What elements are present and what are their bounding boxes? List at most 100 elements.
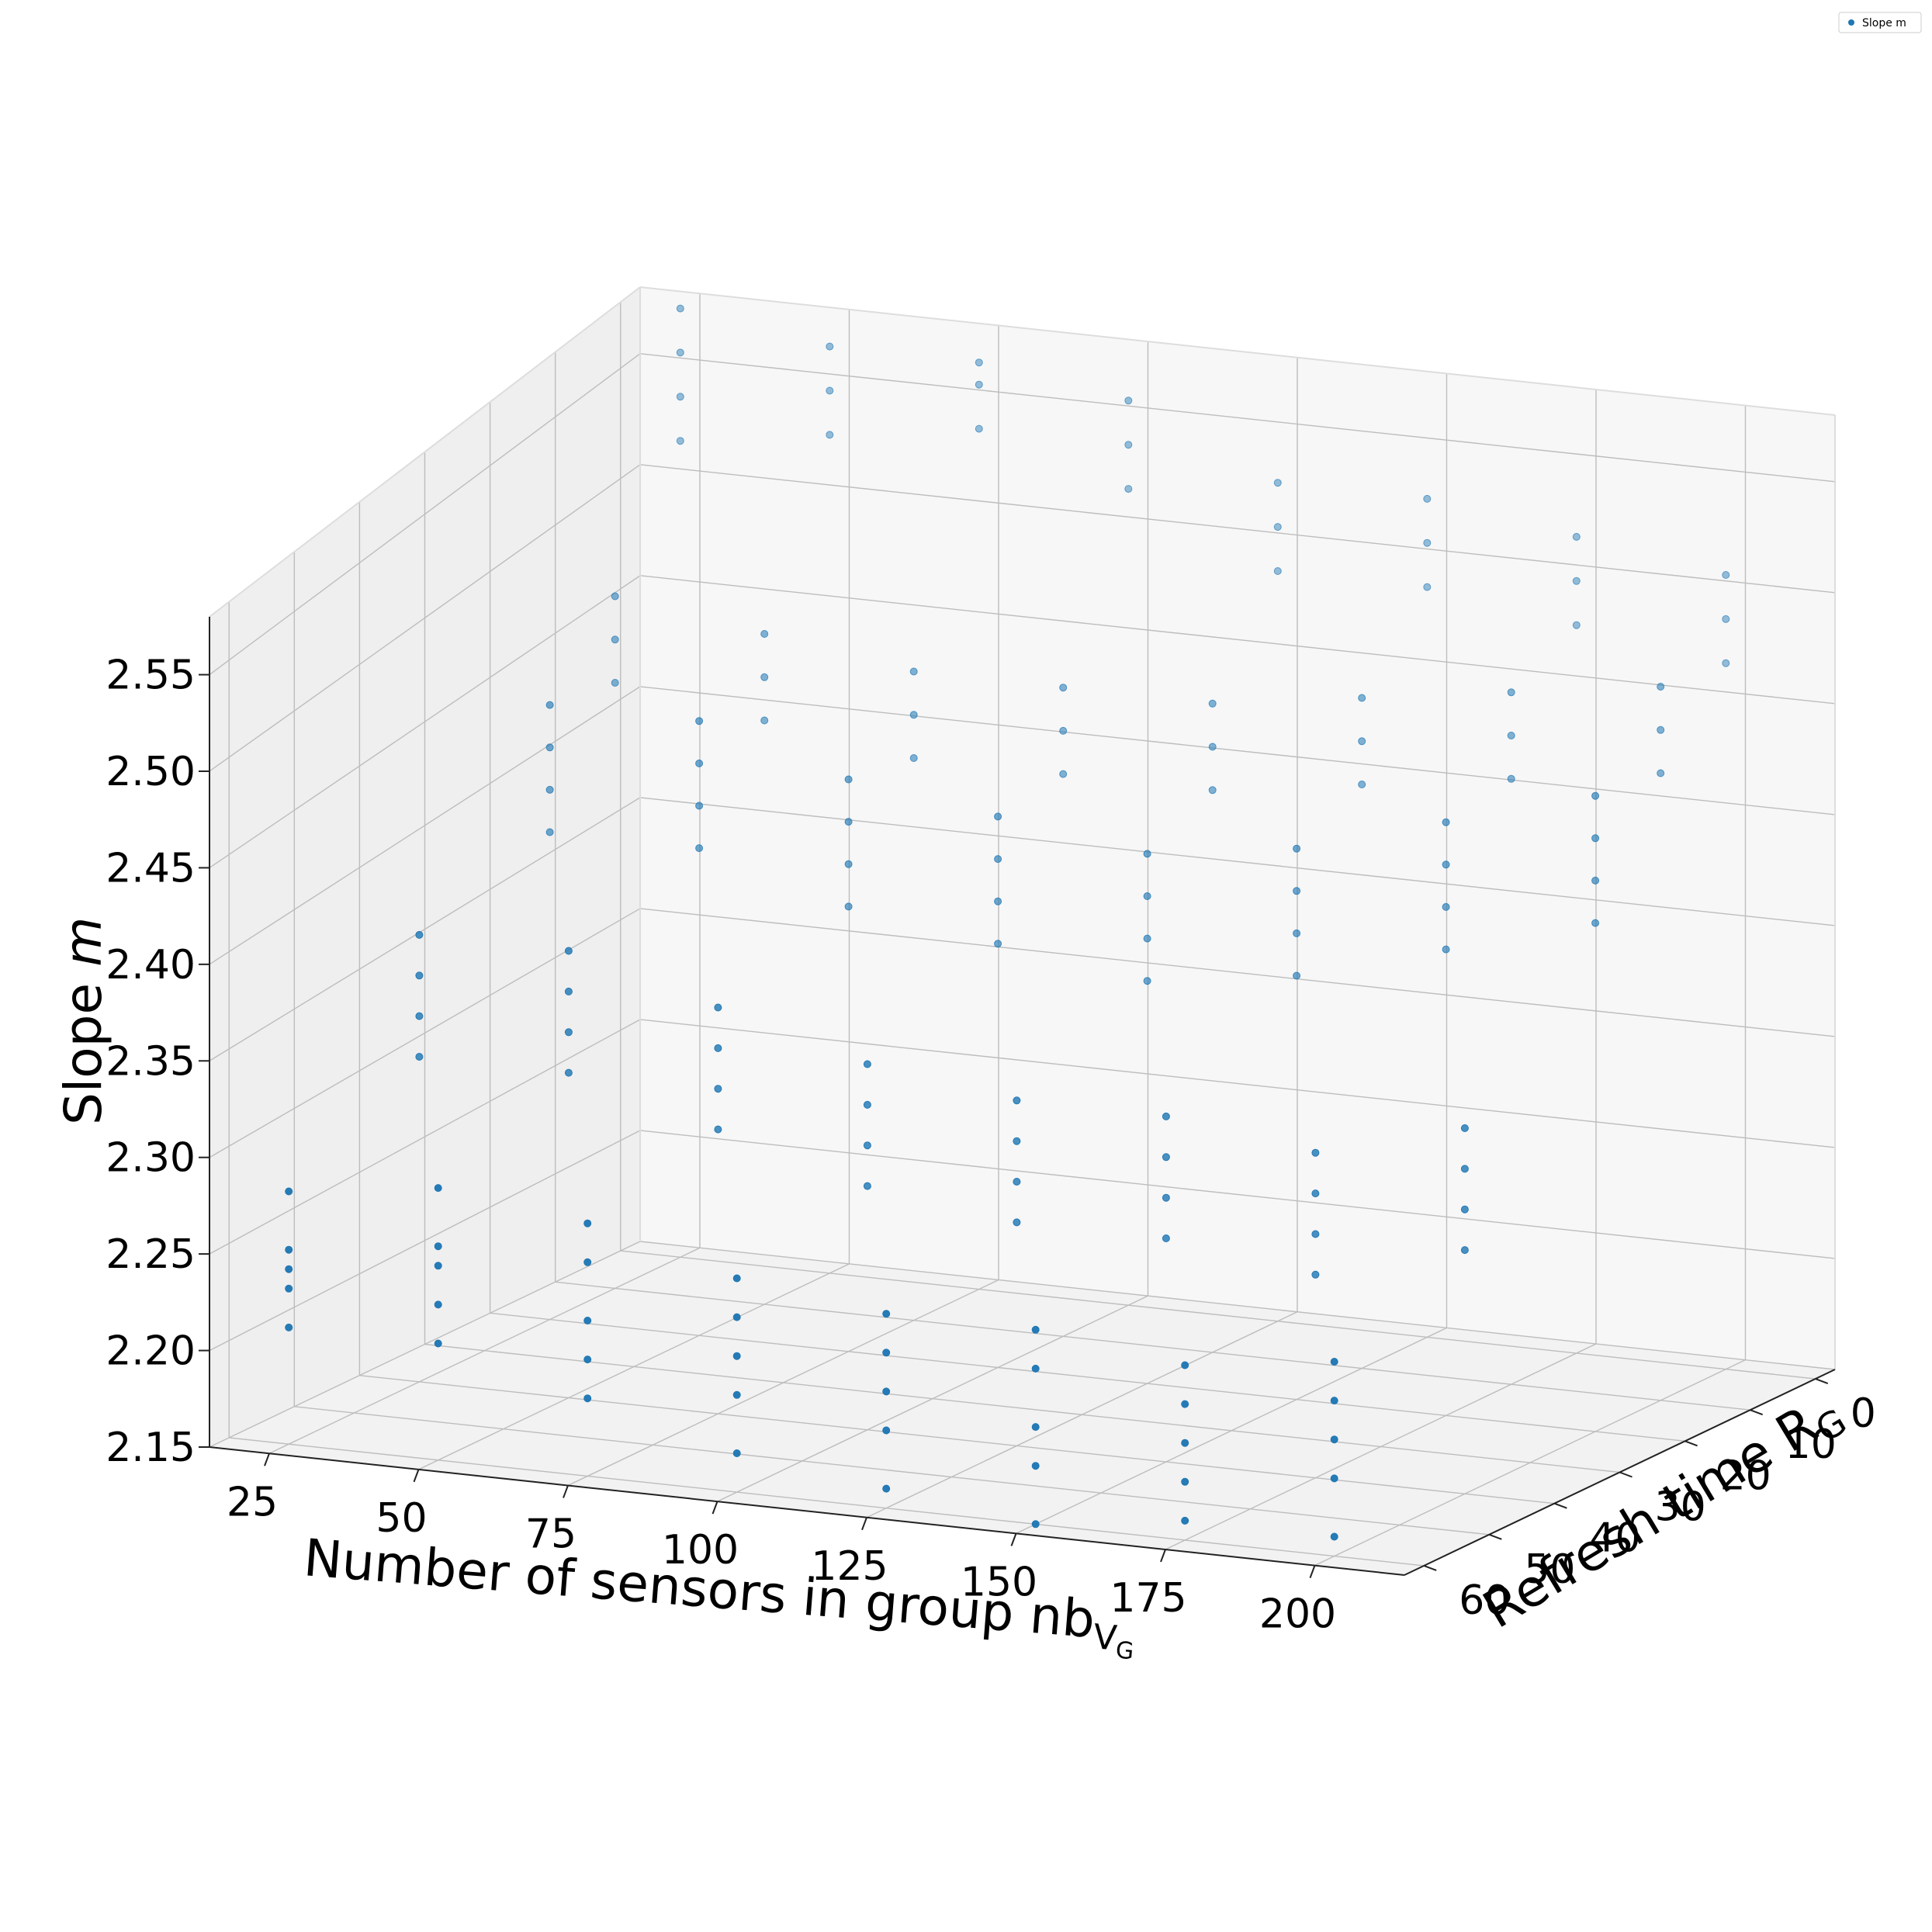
data-point (1507, 732, 1515, 739)
grid-line-z-left (209, 1130, 641, 1352)
y-tick-mark (1423, 1565, 1437, 1571)
data-point (1591, 834, 1600, 843)
grid-line-z-back (639, 353, 1836, 483)
grid-line-z-back (639, 908, 1836, 1037)
data-point (1572, 621, 1581, 629)
legend-entry: Slope m (1862, 17, 1906, 29)
data-point (583, 1317, 592, 1324)
legend: Slope m (1838, 12, 1922, 33)
data-point (285, 1265, 293, 1273)
data-point (732, 1390, 741, 1399)
data-point (285, 1245, 293, 1254)
data-point (1311, 1230, 1320, 1238)
data-point (844, 860, 853, 868)
z-tick-label: 2.25 (106, 1231, 196, 1278)
data-point (1031, 1462, 1040, 1470)
x-axis-line (209, 1446, 1405, 1576)
x-tick-label: 50 (376, 1495, 427, 1542)
z-tick-label: 2.55 (106, 653, 196, 699)
data-point (1059, 770, 1068, 778)
data-point (909, 711, 918, 719)
data-point (285, 1284, 293, 1293)
data-point (545, 828, 554, 836)
data-point (583, 1394, 592, 1403)
x-tick-mark (861, 1517, 867, 1531)
data-point (714, 1044, 722, 1052)
data-point (583, 1258, 592, 1266)
data-point (732, 1313, 741, 1321)
data-point (1657, 769, 1665, 777)
data-point (1572, 532, 1581, 541)
data-point (1507, 774, 1515, 783)
y-tick-labels: 0 10 20 30 40 50 60 (1423, 1378, 1876, 1624)
z-tick-label: 2.50 (106, 749, 196, 795)
data-point (1358, 781, 1366, 788)
z-tick-label: 2.15 (106, 1425, 196, 1471)
data-point (1162, 1112, 1170, 1120)
y-tick-mark (1684, 1440, 1698, 1447)
data-point (1124, 396, 1133, 405)
data-point (1273, 523, 1282, 531)
grid-line-z-back (639, 1019, 1836, 1148)
data-point (545, 785, 554, 794)
data-point (1722, 659, 1730, 667)
x-tick-labels: 25 50 75 100 125 150 175 200 (227, 1452, 1336, 1638)
x-tick-mark (264, 1452, 270, 1466)
data-point (1143, 892, 1151, 900)
y-tick-mark (1815, 1378, 1829, 1384)
data-point (1162, 1193, 1170, 1202)
data-point (583, 1219, 592, 1227)
data-point (676, 393, 684, 401)
data-point (1460, 1165, 1469, 1173)
grid-line-z-back (639, 1130, 1836, 1259)
data-point (1591, 876, 1600, 885)
data-point (611, 592, 619, 601)
data-point (994, 940, 1002, 948)
data-point (1273, 479, 1282, 487)
data-point (1460, 1205, 1469, 1214)
data-point (1273, 567, 1282, 575)
data-point (564, 947, 573, 955)
grid-line-y-floor (490, 1312, 1685, 1442)
data-point (285, 1323, 293, 1331)
data-point (732, 1449, 741, 1457)
data-point (1143, 934, 1151, 943)
data-point (1722, 615, 1730, 623)
y-tick-mark (1488, 1533, 1502, 1540)
grid-line-z-left (209, 575, 641, 868)
grid-line-z-left (209, 797, 641, 1061)
data-point (1423, 538, 1432, 547)
data-point (882, 1426, 891, 1435)
x-tick-label: 100 (662, 1527, 739, 1574)
z-tick-label: 2.30 (106, 1135, 196, 1182)
grid-line-z-left (209, 1019, 641, 1255)
data-point (732, 1352, 741, 1360)
data-point (1208, 786, 1217, 795)
data-point (1124, 441, 1133, 449)
data-point (695, 802, 704, 810)
z-axis-label: Slope m (54, 917, 113, 1125)
x-tick-mark (413, 1469, 420, 1483)
x-axis-label-subsub: G (1115, 1637, 1135, 1666)
y-tick-label: 0 (1851, 1390, 1876, 1437)
x-tick-label: 200 (1259, 1591, 1336, 1638)
data-point (611, 679, 619, 687)
data-point (695, 759, 704, 767)
data-point (1722, 571, 1730, 579)
grid-line-y-floor (359, 1374, 1555, 1504)
data-point (1572, 576, 1581, 585)
data-point (1293, 844, 1301, 853)
data-point (695, 717, 704, 725)
data-point (415, 930, 424, 939)
data-point (1293, 971, 1301, 980)
data-point (1311, 1270, 1320, 1279)
data-point (1293, 929, 1301, 937)
data-point (826, 431, 834, 439)
data-point (1460, 1246, 1469, 1255)
data-point (676, 437, 684, 445)
z-tick-label: 2.45 (106, 845, 196, 892)
data-point (1031, 1423, 1040, 1432)
data-point (826, 386, 834, 395)
x-tick-mark (1309, 1565, 1316, 1578)
